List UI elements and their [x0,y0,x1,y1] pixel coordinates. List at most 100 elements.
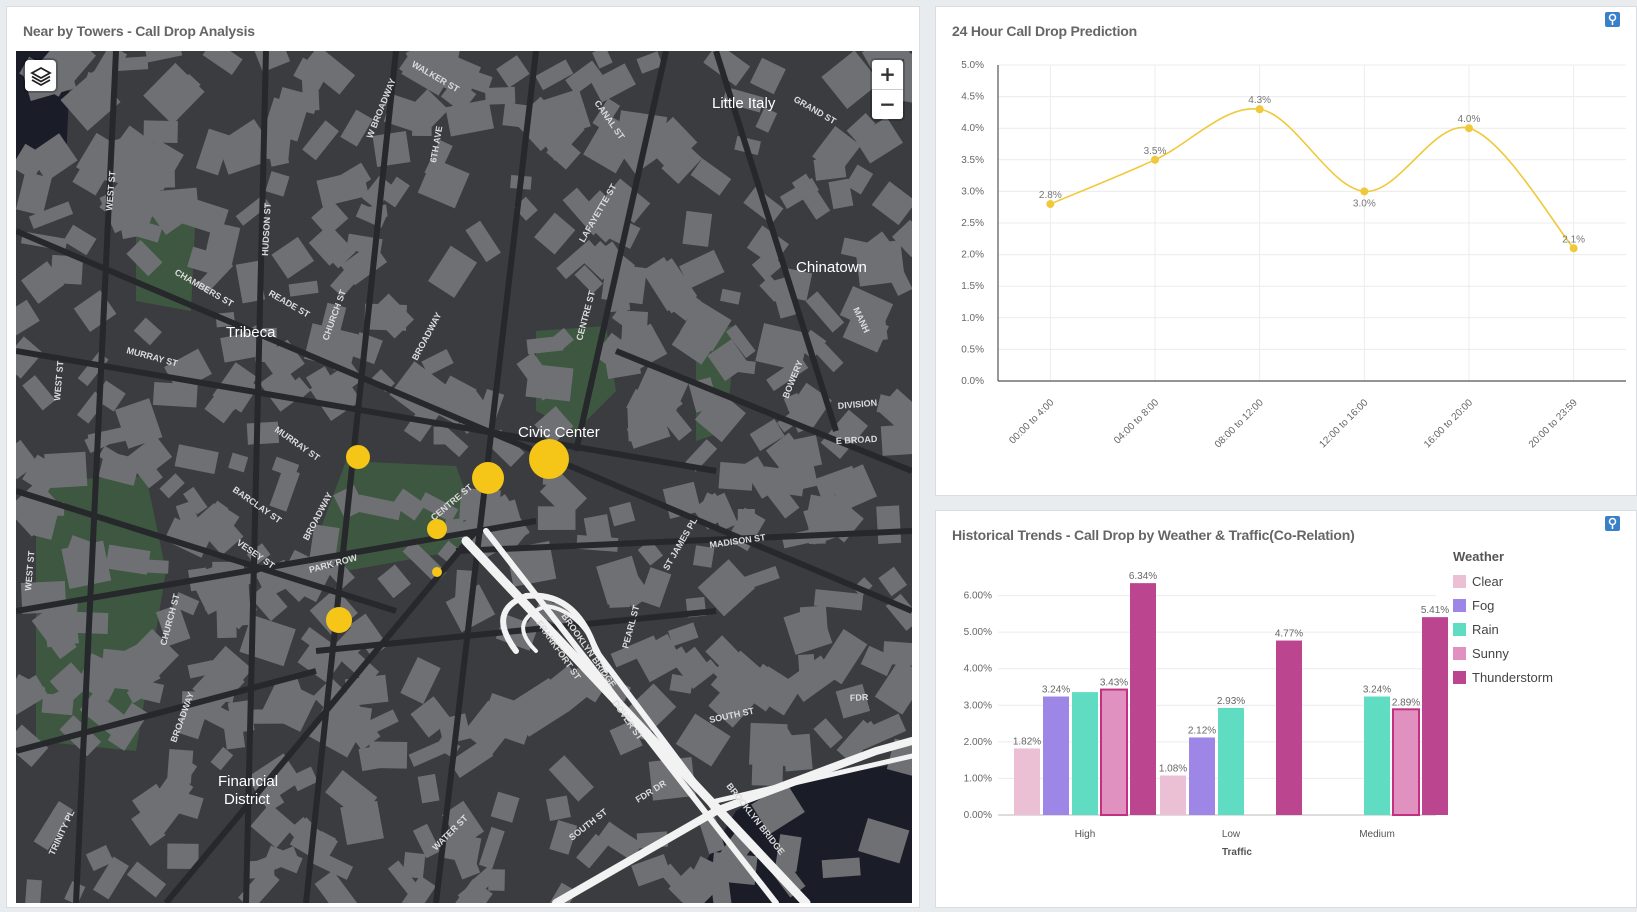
location-pin-button[interactable] [1605,516,1620,531]
data-label: 1.08% [1159,764,1187,775]
tower-marker[interactable] [326,607,352,633]
x-tick-label: Medium [1359,829,1395,840]
x-tick-label: Low [1222,829,1241,840]
x-tick-label: 00:00 to 4:00 [1007,397,1056,446]
data-label: 4.77% [1275,629,1303,640]
y-tick-label: 0.00% [964,810,992,821]
map-canvas[interactable]: WALKER ST CANAL ST GRAND ST W BROADWAY 6… [16,51,912,903]
y-tick-label: 1.5% [961,281,984,292]
map-panel-title: Near by Towers - Call Drop Analysis [23,23,255,39]
bar [1218,707,1244,815]
prediction-line-chart: 0.0% 0.5% 1.0% 1.5% 2.0% 2.5% 3.0% 3.5% 4.0% 4.5%… [961,60,1626,450]
tower-map[interactable]: WALKER ST CANAL ST GRAND ST W BROADWAY 6… [16,51,912,903]
y-tick-label: 3.0% [961,186,984,197]
legend-swatch [1453,599,1466,612]
data-point [1151,155,1159,164]
label-chinatown: Chinatown [796,259,867,276]
y-tick-label: 4.0% [961,123,984,134]
tower-marker[interactable] [432,567,442,577]
y-tick-label: 1.00% [964,773,992,784]
y-tick-label: 1.0% [961,313,984,324]
label-financial: Financial [218,773,278,790]
tower-marker[interactable] [529,439,569,479]
location-pin-icon [1608,13,1617,25]
y-tick-label: 0.0% [961,376,984,387]
street-label: DIVISION [837,398,877,411]
legend-title: Weather [1453,549,1504,564]
bar [1014,748,1040,815]
bar [1422,617,1448,815]
y-tick-label: 4.5% [961,92,984,103]
tower-marker[interactable] [346,445,370,469]
y-tick-label: 5.00% [964,627,992,638]
data-label: 3.43% [1100,678,1128,689]
street-label: WEST ST [52,360,65,401]
prediction-panel-title: 24 Hour Call Drop Prediction [952,23,1137,39]
x-tick-label: 08:00 to 12:00 [1213,397,1266,450]
bar [1364,696,1390,815]
street-label: WEST ST [23,550,36,591]
series-line [1050,108,1575,249]
data-label: 3.24% [1363,685,1391,696]
data-point [1046,200,1055,209]
legend-item: Fog [1472,598,1494,613]
prediction-panel: 24 Hour Call Drop Prediction 0.0% 0.5% 1.0… [935,6,1637,496]
location-pin-icon [1608,517,1617,529]
historical-panel: Historical Trends - Call Drop by Weather… [935,510,1637,908]
zoom-control: + − [872,60,903,119]
tower-marker[interactable] [472,462,504,494]
data-label: 2.89% [1392,697,1420,708]
layers-icon [29,66,52,86]
bar [1072,692,1098,815]
bar [1276,640,1302,815]
zoom-out-button[interactable]: − [872,89,903,119]
brooklyn-bridge-ramps [461,528,912,903]
map-panel: Near by Towers - Call Drop Analysis [6,6,920,908]
data-label: 2.8% [1039,190,1062,201]
x-tick-label: 20:00 to 23:59 [1527,397,1580,450]
data-label: 1.82% [1013,736,1041,747]
data-label: 4.3% [1248,95,1271,106]
x-axis-title: Traffic [1222,847,1252,858]
tower-marker[interactable] [427,519,447,539]
legend-swatch [1453,575,1466,588]
data-label: 3.0% [1353,198,1376,209]
bar [1100,688,1128,816]
layers-button[interactable] [25,60,56,91]
data-label: 4.0% [1458,114,1481,125]
x-tick-label: 12:00 to 16:00 [1317,397,1370,450]
legend-swatch [1453,623,1466,636]
label-district: District [224,791,271,808]
location-pin-button[interactable] [1605,12,1620,27]
y-tick-label: 3.00% [964,700,992,711]
tower-markers [326,439,569,633]
data-label: 2.93% [1217,696,1245,707]
data-label: 5.41% [1421,605,1449,616]
label-tribeca: Tribeca [226,324,276,341]
y-tick-label: 3.5% [961,155,984,166]
y-tick-label: 5.0% [961,60,984,71]
data-label: 3.5% [1144,146,1167,157]
bar [1160,775,1186,815]
x-tick-label: 04:00 to 8:00 [1112,397,1161,446]
bar [1189,737,1215,815]
label-little-italy: Little Italy [712,95,776,112]
legend-item: Thunderstorm [1472,670,1553,685]
y-tick-label: 2.00% [964,737,992,748]
data-label: 2.12% [1188,725,1216,736]
legend-item: Clear [1472,574,1504,589]
street-label: HUDSON ST [260,202,273,256]
data-point [1569,244,1578,253]
street-label: FDR [850,692,869,703]
zoom-in-button[interactable]: + [879,62,896,86]
data-point [1465,124,1473,133]
y-tick-label: 2.5% [961,218,984,229]
data-label: 3.24% [1042,685,1070,696]
x-tick-label: 16:00 to 20:00 [1422,397,1475,450]
legend-swatch [1453,671,1466,684]
historical-bar-chart: 0.00% 1.00% 2.00% 3.00% 4.00% 5.00% 6.00% 1.82%… [964,549,1553,858]
bar [1130,583,1156,815]
y-tick-label: 6.00% [964,591,992,602]
historical-panel-title: Historical Trends - Call Drop by Weather… [952,527,1355,543]
data-label: 2.1% [1562,234,1585,245]
